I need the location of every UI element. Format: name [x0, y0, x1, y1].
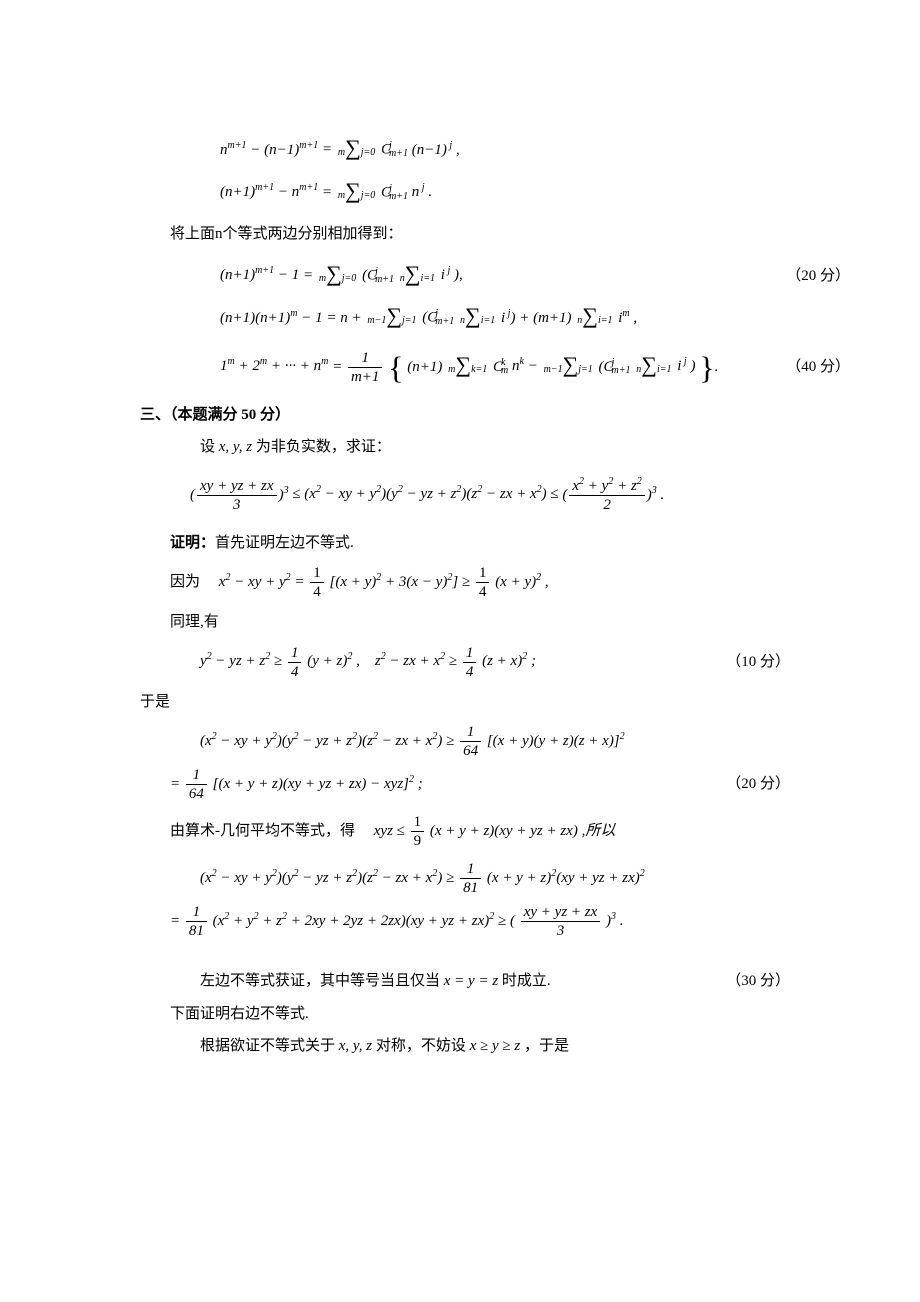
score-10: （10 分）	[726, 651, 790, 674]
eq4-lhs: (n+1)(n+1)m − 1 = n +	[220, 310, 362, 326]
eq3-tail: i j ),	[441, 267, 463, 283]
eq7-mid: (y + z)2 , z2 − zx + x2 ≥	[307, 653, 461, 669]
amgm-eq: xyz ≤	[374, 823, 409, 839]
proof-label: 证明：	[170, 535, 215, 551]
ineq-right-num: x2 + y2 + z2	[569, 477, 644, 496]
eq5-lhs: 1m + 2m + ··· + nm	[220, 358, 328, 374]
sum: m∑j=0	[338, 138, 375, 163]
score-30: （30 分）	[726, 970, 790, 993]
line-similarly: 同理,有	[170, 611, 790, 634]
equation-4: (n+1)(n+1)m − 1 = n + m−1∑j=1 (Cjm+1 n∑i…	[220, 306, 790, 331]
equation-9-l2: = 181 (x2 + y2 + z2 + 2xy + 2yz + 2zx)(x…	[170, 903, 790, 940]
eq3-lhs: (n+1)m+1 − 1	[220, 267, 299, 283]
eq9-l2-mid: (x2 + y2 + z2 + 2xy + 2yz + 2zx)(xy + yz…	[213, 913, 515, 929]
eq4-mid: i j) + (m+1)	[501, 310, 572, 326]
main-inequality: (xy + yz + zx3)3 ≤ (x2 − xy + y2)(y2 − y…	[190, 477, 790, 514]
eq4-tail: im ,	[618, 310, 637, 326]
proof-start: 证明：首先证明左边不等式.	[170, 532, 790, 555]
eq6-mid: [(x + y)2 + 3(x − y)2] ≥	[330, 574, 474, 590]
section-3-heading: 三、（本题满分 50 分）	[140, 404, 790, 427]
problem-statement: 设 x, y, z 为非负实数，求证：	[170, 436, 790, 459]
eq9-l2-tail: )3 .	[606, 913, 624, 929]
eq9-l1: (x2 − xy + y2)(y2 − yz + z2)(z2 − zx + x…	[200, 870, 458, 886]
equation-9-l1: (x2 − xy + y2)(y2 − yz + z2)(z2 − zx + x…	[200, 860, 790, 897]
score-20: （20 分）	[786, 265, 850, 288]
eq9-frac3n: xy + yz + zx	[521, 903, 601, 922]
para-symmetry: 根据欲证不等式关于 x, y, z 对称，不妨设 x ≥ y ≥ z ，于是	[170, 1035, 790, 1058]
amgm-tail: (x + y + z)(xy + yz + zx) ,所以	[430, 823, 615, 839]
eq8-l2-tail: [(x + y + z)(xy + yz + zx) − xyz]2 ;	[213, 776, 423, 792]
eq7-tail: (z + x)2 ;	[482, 653, 536, 669]
proof-first-line: 首先证明左边不等式.	[215, 535, 354, 551]
eq7a: y2 − yz + z2 ≥	[200, 653, 286, 669]
line-so: 于是	[140, 691, 790, 714]
ineq-left-num: xy + yz + zx	[197, 477, 277, 496]
eq5-midA: nk −	[512, 358, 538, 374]
eq8-l1: (x2 − xy + y2)(y2 − yz + z2)(z2 − zx + x…	[200, 733, 458, 749]
equation-8-l2: = 164 [(x + y + z)(xy + yz + zx) − xyz]2…	[170, 766, 790, 803]
para-right: 下面证明右边不等式.	[170, 1003, 790, 1026]
score-40: （40 分）	[786, 356, 850, 379]
equation-8-l1: (x2 − xy + y2)(y2 − yz + z2)(z2 − zx + x…	[200, 723, 790, 760]
eq6-tail: (x + y)2 ,	[495, 574, 548, 590]
eq9-l1-tail: (x + y + z)2(xy + yz + zx)2	[487, 870, 645, 886]
left-proved-line: 左边不等式获证，其中等号当且仅当 x = y = z 时成立. （30 分）	[200, 970, 790, 993]
eq5-pre: (n+1)	[407, 358, 442, 374]
ineq-mid: ≤ (x2 − xy + y2)(y2 − yz + z2)(z2 − zx +…	[292, 486, 562, 502]
eq1-lhs: nm+1 − (n−1)m+1	[220, 142, 318, 158]
equation-2: (n+1)m+1 − nm+1 = m∑j=0 Cjm+1 n j .	[220, 181, 790, 206]
line-amgm: 由算术-几何平均不等式，得 xyz ≤ 19 (x + y + z)(xy + …	[170, 813, 790, 850]
equation-5: 1m + 2m + ··· + nm = 1m+1 { (n+1) m∑k=1 …	[220, 349, 790, 386]
equation-7: y2 − yz + z2 ≥ 14 (y + z)2 , z2 − zx + x…	[200, 644, 790, 681]
eq2-tail: n j .	[412, 184, 432, 200]
score-20b: （20 分）	[726, 773, 790, 796]
equation-1: nm+1 − (n−1)m+1 = m∑j=0 Cjm+1 (n−1) j ,	[220, 138, 790, 163]
eq6: x2 − xy + y2 =	[219, 574, 309, 590]
eq2-lhs: (n+1)m+1 − nm+1	[220, 184, 318, 200]
eq1-tail: (n−1) j ,	[412, 142, 460, 158]
eq8-l1-tail: [(x + y)(y + z)(z + x)]2	[487, 733, 625, 749]
para2-text: 设 x, y, z 为非负实数，求证：	[200, 439, 391, 455]
line-because: 因为 x2 − xy + y2 = 14 [(x + y)2 + 3(x − y…	[170, 564, 790, 601]
eq5-tail: i j )	[677, 358, 695, 374]
equation-3: (n+1)m+1 − 1 = m∑j=0 (Cjm+1 n∑i=1 i j ),…	[220, 264, 790, 289]
para-sum-both-sides: 将上面n个等式两边分别相加得到：	[170, 223, 790, 246]
